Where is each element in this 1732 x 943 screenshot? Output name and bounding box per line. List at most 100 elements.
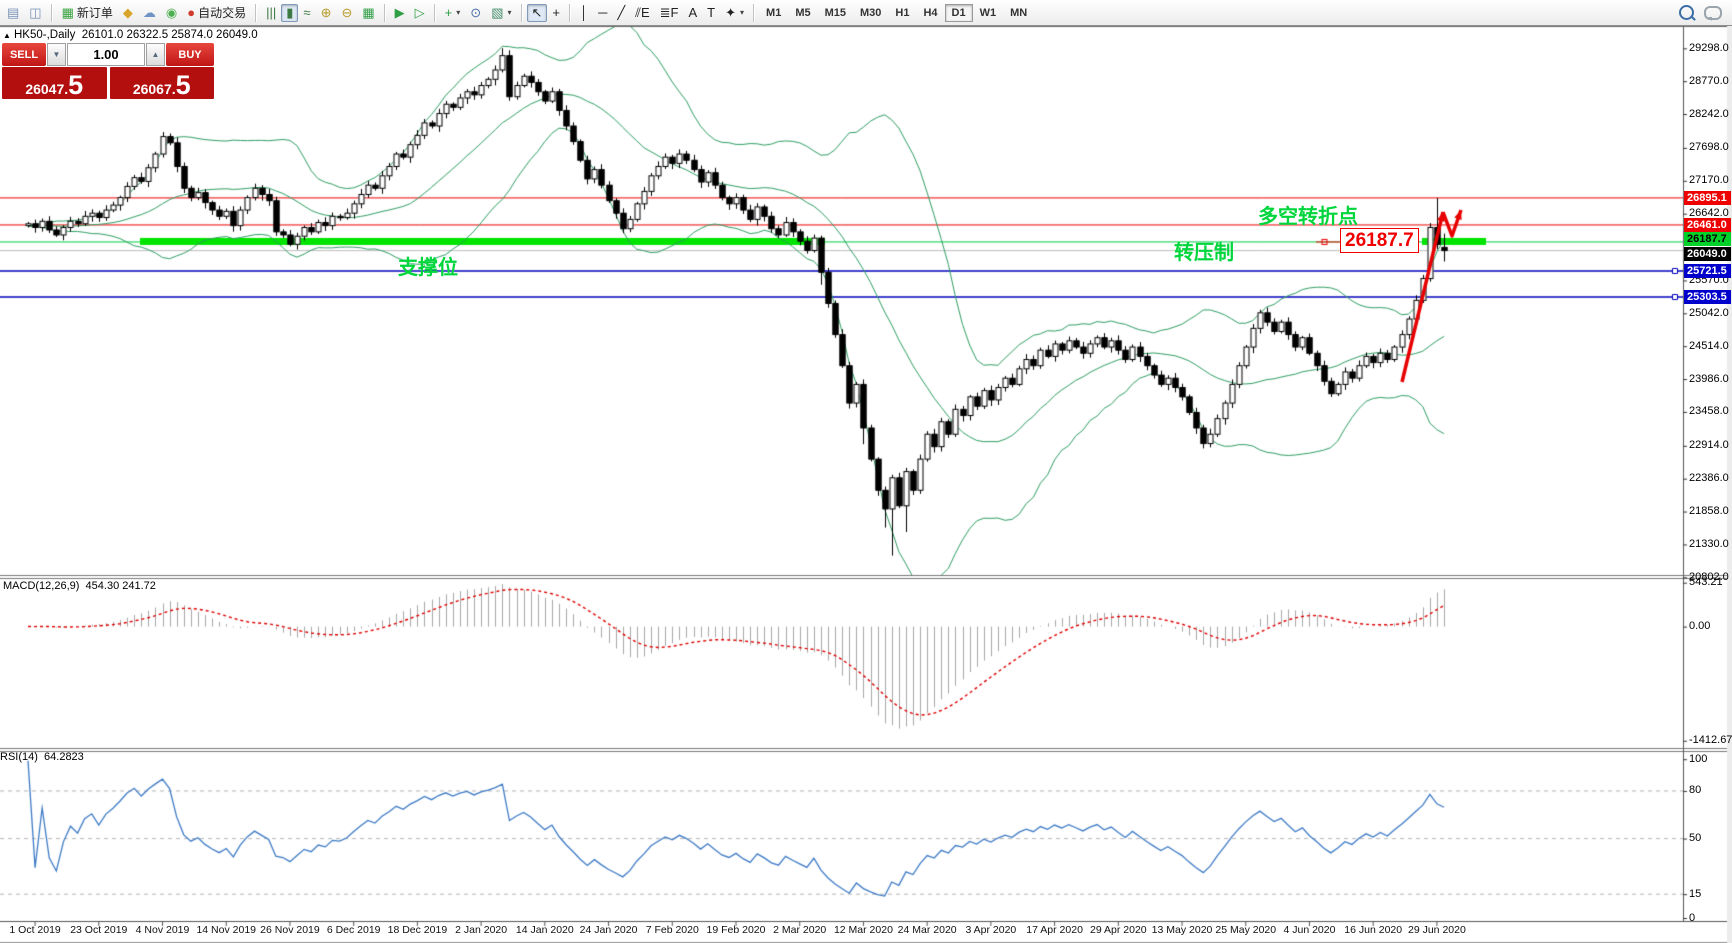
timeframe-mn-button[interactable]: MN <box>1010 6 1028 19</box>
price-axis-label: 27698.0 <box>1689 141 1729 154</box>
auto-trading-icon: ● <box>187 5 196 20</box>
timeframe-h4-button[interactable]: H4 <box>923 6 938 19</box>
crosshair-icon: + <box>552 5 560 20</box>
arrows-button[interactable]: ✦ ▾ <box>720 4 749 22</box>
signals-button[interactable]: ◉ <box>161 4 182 22</box>
toolbar-separator <box>753 3 756 22</box>
history-center-button[interactable]: ◆ <box>118 4 138 22</box>
cursor-icon: ↖ <box>531 5 543 20</box>
price-axis-label: 21330.0 <box>1689 537 1729 550</box>
zoom-in-button[interactable]: ⊕ <box>316 4 337 22</box>
community-button[interactable]: ☁ <box>138 4 161 22</box>
price-axis-label: 22914.0 <box>1689 439 1729 452</box>
tile-windows-button[interactable]: ▦ <box>357 4 379 22</box>
text-icon: A <box>688 5 698 20</box>
date-axis-label: 4 Nov 2019 <box>135 924 190 936</box>
cursor-button[interactable]: ↖ <box>526 3 548 22</box>
buy-button[interactable]: BUY <box>166 43 214 66</box>
annotation-price-label[interactable]: 26187.7 <box>1340 228 1419 253</box>
main-toolbar: ▤ ◫ ▦ 新订单 ◆ ☁ ◉ ● 自动交易 ||| ▮ ≈ ⊕ ⊖ ▦ ▶ ▷ + ▾ ⊙ ▧ ▾ ↖ + │ ─ ╱ ⫽E ≣F A T… <box>0 0 1732 26</box>
vertical-line-button[interactable]: │ <box>575 4 593 22</box>
date-axis-label: 2 Mar 2020 <box>773 924 827 936</box>
timeframe-h1-button[interactable]: H1 <box>895 6 910 19</box>
sell-button[interactable]: SELL <box>2 43 46 66</box>
templates-button[interactable]: ▧ ▾ <box>486 4 516 22</box>
timeframe-m15-button[interactable]: M15 <box>824 6 847 19</box>
periods-button[interactable]: ⊙ <box>465 4 486 22</box>
line-chart-icon: ≈ <box>303 5 311 20</box>
volume-increase-button[interactable]: ▲ <box>146 43 165 66</box>
chart-title: HK50-,Daily 26101.0 26322.5 25874.0 2604… <box>14 29 258 41</box>
one-click-trading-panel: SELL ▼ ▲ BUY 26047.5 26067.5 <box>2 43 214 99</box>
new-order-button[interactable]: ▦ 新订单 <box>57 4 118 22</box>
candlesticks-icon: ▮ <box>286 5 294 20</box>
new-chart-button[interactable]: ▤ <box>2 4 24 22</box>
chart-shift-icon: ▷ <box>414 5 425 20</box>
add-indicator-icon: + <box>444 5 453 20</box>
equidistant-channel-button[interactable]: ⫽E <box>630 4 654 22</box>
candlestick-chart-button[interactable]: ▮ <box>281 3 299 22</box>
timeframe-w1-button[interactable]: W1 <box>979 6 997 19</box>
auto-scroll-button[interactable]: ▶ <box>390 4 410 22</box>
price-axis-label: 22386.0 <box>1689 472 1729 485</box>
timeframe-m5-button[interactable]: M5 <box>795 6 811 19</box>
arrow-objects-icon: ✦ <box>725 5 737 20</box>
annotation-support[interactable]: 支撑位 <box>398 257 458 279</box>
timeframe-m1-button[interactable]: M1 <box>766 6 782 19</box>
auto-scroll-icon: ▶ <box>394 5 405 20</box>
add-indicator-button[interactable]: + ▾ <box>440 4 466 22</box>
person-cloud-icon: ☁ <box>142 5 156 20</box>
chat-icon[interactable] <box>1704 5 1722 21</box>
sell-price[interactable]: 26047. 5 <box>2 67 107 99</box>
zoom-out-button[interactable]: ⊖ <box>336 4 357 22</box>
bar-chart-button[interactable]: ||| <box>261 4 281 22</box>
date-axis-label: 29 Apr 2020 <box>1089 924 1147 936</box>
date-axis-label: 14 Nov 2019 <box>196 924 257 936</box>
fibonacci-button[interactable]: ≣F <box>655 4 684 22</box>
price-tag: 26461.0 <box>1684 217 1731 232</box>
profiles-button[interactable]: ◫ <box>24 4 46 22</box>
trendline-button[interactable]: ╱ <box>612 4 630 22</box>
buy-price[interactable]: 26067. 5 <box>109 67 214 100</box>
date-axis-label: 26 Nov 2019 <box>260 924 320 936</box>
price-axis-label: 24514.0 <box>1689 339 1729 352</box>
timeframe-m30-button[interactable]: M30 <box>860 6 882 19</box>
rsi-label: RSI(14) <box>0 751 38 763</box>
chart-shift-button[interactable]: ▷ <box>410 4 430 22</box>
timeframe-d1-button[interactable]: D1 <box>944 3 973 22</box>
volume-decrease-button[interactable]: ▼ <box>47 43 66 66</box>
text-button[interactable]: A <box>684 4 703 22</box>
horizontal-line-icon: ─ <box>598 5 608 20</box>
search-icon[interactable] <box>1679 5 1694 20</box>
auto-trading-button[interactable]: ● 自动交易 <box>182 4 251 22</box>
rsi-axis-label: 100 <box>1689 752 1708 765</box>
buy-price-frac: 5 <box>175 70 191 100</box>
price-axis-label: 25042.0 <box>1689 306 1729 319</box>
date-axis-label: 13 May 2020 <box>1151 924 1213 936</box>
toolbar-separator <box>433 3 436 22</box>
annotation-turning-point[interactable]: 多空转折点 <box>1258 206 1358 228</box>
crosshair-button[interactable]: + <box>547 4 565 22</box>
dropdown-caret-icon: ▾ <box>456 8 461 17</box>
clock-icon: ⊙ <box>470 5 482 20</box>
horizontal-line-button[interactable]: ─ <box>593 4 612 22</box>
volume-input[interactable] <box>67 43 145 66</box>
date-axis-label: 17 Apr 2020 <box>1026 924 1083 936</box>
line-chart-button[interactable]: ≈ <box>298 4 315 22</box>
one-click-collapse-icon[interactable]: ▲ <box>3 31 11 40</box>
price-tag: 26895.1 <box>1684 190 1731 205</box>
text-label-button[interactable]: T <box>702 4 720 22</box>
toolbar-separator <box>50 3 53 22</box>
annotation-resistance[interactable]: 转压制 <box>1174 242 1234 264</box>
date-axis-label: 24 Mar 2020 <box>897 924 957 936</box>
price-tag: 26049.0 <box>1684 246 1731 261</box>
price-axis-label: 21858.0 <box>1689 505 1729 518</box>
date-axis-label: 19 Feb 2020 <box>706 924 766 936</box>
dropdown-caret-icon: ▾ <box>740 8 745 17</box>
price-axis-label: 29298.0 <box>1689 41 1729 54</box>
date-axis-label: 14 Jan 2020 <box>515 924 574 936</box>
buy-price-dot: . <box>171 81 176 97</box>
toolbar-separator <box>383 3 386 22</box>
price-axis-label: 27170.0 <box>1689 174 1729 187</box>
